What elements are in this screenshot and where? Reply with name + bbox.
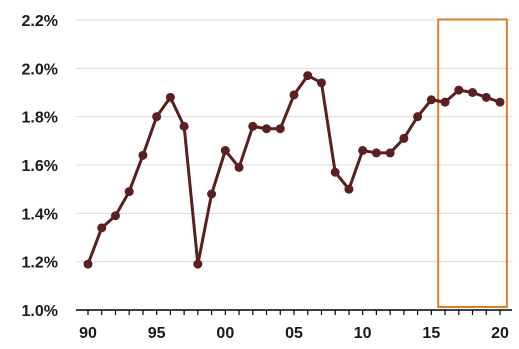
data-point — [207, 189, 217, 199]
data-point — [289, 90, 299, 100]
data-point — [385, 148, 395, 158]
data-point — [426, 95, 436, 105]
data-point — [138, 150, 148, 160]
x-tick-label: 10 — [354, 325, 372, 342]
data-point — [495, 97, 505, 107]
series-layer — [83, 71, 505, 269]
data-point — [97, 223, 107, 233]
data-point — [152, 112, 162, 122]
y-tick-label: 1.0% — [22, 303, 58, 320]
data-point — [220, 146, 230, 155]
y-tick-label: 1.8% — [22, 110, 58, 127]
data-point — [262, 124, 272, 134]
data-point — [193, 259, 203, 269]
data-point — [234, 162, 244, 172]
data-point — [330, 167, 340, 177]
x-tick-label: 00 — [216, 325, 234, 342]
x-axis — [76, 309, 512, 315]
data-point — [165, 92, 175, 102]
data-point — [248, 121, 258, 131]
y-tick-label: 1.2% — [22, 255, 58, 272]
y-tick-label: 2.2% — [22, 13, 58, 30]
data-point — [316, 78, 326, 88]
y-tick-label: 1.6% — [22, 158, 58, 175]
x-tick-label: 90 — [79, 325, 97, 342]
data-point — [440, 97, 450, 107]
x-tick-label: 05 — [285, 325, 303, 342]
highlight-layer — [437, 18, 508, 308]
data-point — [358, 146, 368, 155]
y-tick-label: 2.0% — [22, 61, 58, 78]
data-point — [454, 85, 464, 95]
y-tick-label: 1.4% — [22, 206, 58, 223]
data-point — [481, 92, 491, 102]
data-point — [83, 259, 93, 269]
data-point — [468, 88, 478, 97]
x-tick-label: 95 — [148, 325, 166, 342]
x-axis-labels: 90 95 00 05 10 15 20 — [79, 325, 509, 342]
data-point — [110, 211, 120, 221]
data-point — [124, 187, 134, 197]
x-tick-label: 15 — [422, 325, 440, 342]
y-axis-labels: 2.2% 2.0% 1.8% 1.6% 1.4% 1.2% 1.0% — [22, 13, 58, 320]
highlight-box — [437, 18, 508, 308]
grid-layer — [76, 19, 512, 263]
data-point — [303, 71, 313, 81]
x-tick-label: 20 — [491, 325, 509, 342]
data-point — [371, 148, 381, 158]
data-point — [179, 121, 189, 131]
data-point — [413, 112, 423, 122]
data-point — [399, 133, 409, 143]
data-point — [344, 184, 354, 194]
data-point — [275, 124, 285, 134]
